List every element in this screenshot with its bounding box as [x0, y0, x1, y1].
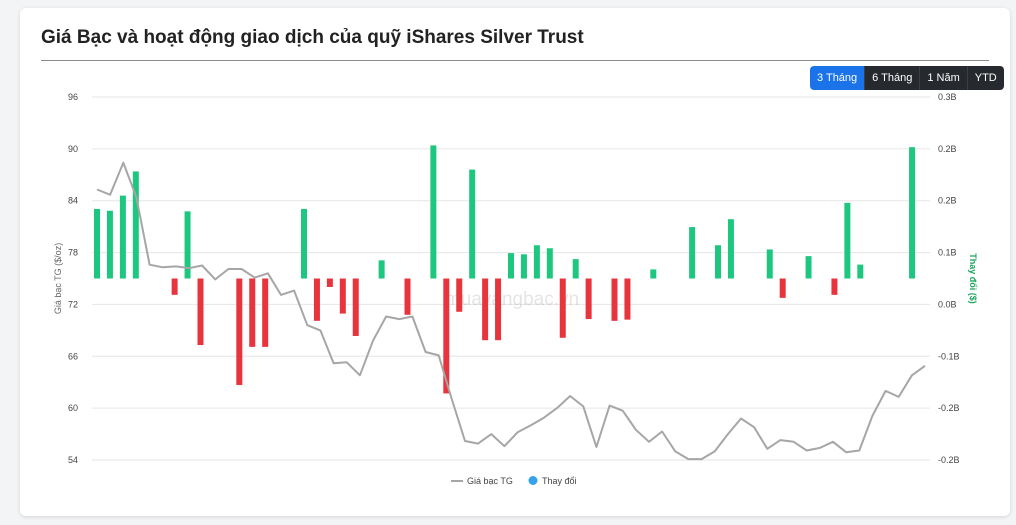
range-button-1-year[interactable]: 1 Năm	[919, 66, 967, 90]
right-axis-tick-label: -0.2B	[938, 403, 960, 413]
flow-bar	[262, 278, 269, 347]
watermark-logo: muavangbac.vn	[445, 289, 579, 310]
left-axis-tick-label: 90	[68, 144, 78, 154]
range-button-6-months[interactable]: 6 Tháng	[864, 66, 920, 90]
flow-bar	[779, 278, 786, 298]
left-axis-tick-label: 66	[68, 351, 78, 361]
right-axis-tick-label: -0.1B	[938, 351, 960, 361]
flow-bar	[805, 256, 812, 279]
flow-bar	[197, 278, 204, 346]
range-button-3-months[interactable]: 3 Tháng	[810, 66, 865, 90]
flow-bar	[650, 269, 657, 279]
flow-bar	[249, 278, 256, 347]
flow-bar	[546, 248, 553, 279]
flow-bar	[495, 278, 502, 341]
flow-bar	[559, 278, 566, 338]
flow-bar	[313, 278, 320, 321]
right-axis-title: Thay đổi ($)	[968, 253, 978, 304]
flow-bar	[715, 245, 721, 279]
left-axis-title: Giá bạc TG ($/oz)	[53, 243, 63, 314]
flow-bar	[339, 278, 346, 314]
flow-bar	[469, 169, 476, 279]
flow-bar	[572, 259, 579, 279]
range-selector: 3 Tháng 6 Tháng 1 Năm YTD	[810, 66, 1004, 90]
chart-title: Giá Bạc và hoạt động giao dịch của quỹ i…	[41, 27, 584, 48]
flow-bar	[236, 278, 243, 385]
flow-bar	[611, 278, 618, 321]
right-axis-tick-label: 0.1B	[938, 248, 957, 258]
right-axis-tick-label: 0.3B	[938, 92, 957, 102]
flow-bar	[132, 171, 139, 279]
flow-bar	[520, 254, 527, 279]
left-axis-tick-label: 54	[68, 455, 78, 465]
flow-bar	[857, 264, 864, 279]
flow-bar	[171, 278, 178, 295]
flow-bar	[94, 208, 100, 279]
right-axis-tick-label: 0.2B	[938, 196, 957, 206]
flow-bar	[727, 219, 734, 279]
flow-bar	[508, 253, 514, 279]
flow-bar	[533, 245, 540, 279]
flow-bar	[624, 278, 631, 320]
left-axis-tick-label: 84	[68, 196, 78, 206]
left-axis-tick-label: 60	[68, 403, 78, 413]
flow-bar	[456, 278, 463, 312]
flow-bar	[119, 195, 126, 279]
right-axis-tick-label: 0.2B	[938, 144, 957, 154]
flow-bar	[909, 147, 916, 279]
legend-dot-swatch	[528, 476, 538, 485]
silver-price-line	[96, 161, 926, 461]
range-button-ytd[interactable]: YTD	[966, 66, 1004, 90]
right-axis-tick-label: 0.0B	[938, 299, 957, 309]
right-axis-tick-label: -0.2B	[938, 455, 960, 465]
left-axis-tick-label: 96	[68, 92, 78, 102]
flow-bar	[430, 145, 437, 279]
flow-bar	[766, 249, 773, 279]
left-axis-tick-label: 72	[68, 299, 78, 309]
legend-label-change: Thay đổi	[542, 476, 577, 486]
flow-bar	[585, 278, 592, 320]
title-divider	[41, 60, 989, 61]
legend-label-silver-price: Giá bạc TG	[467, 476, 513, 486]
flow-bar	[301, 208, 307, 279]
flow-bar	[326, 278, 333, 287]
flow-bar	[443, 278, 450, 394]
flow-bar	[378, 260, 385, 279]
flow-bar	[352, 278, 359, 336]
flow-bar	[689, 227, 696, 279]
flow-bar	[844, 202, 851, 279]
left-axis-tick-label: 78	[68, 248, 78, 258]
flow-bar	[184, 211, 191, 279]
flow-bar	[482, 278, 489, 341]
flow-bar	[831, 278, 838, 295]
flow-bar	[404, 278, 411, 315]
flow-bar	[106, 210, 113, 279]
